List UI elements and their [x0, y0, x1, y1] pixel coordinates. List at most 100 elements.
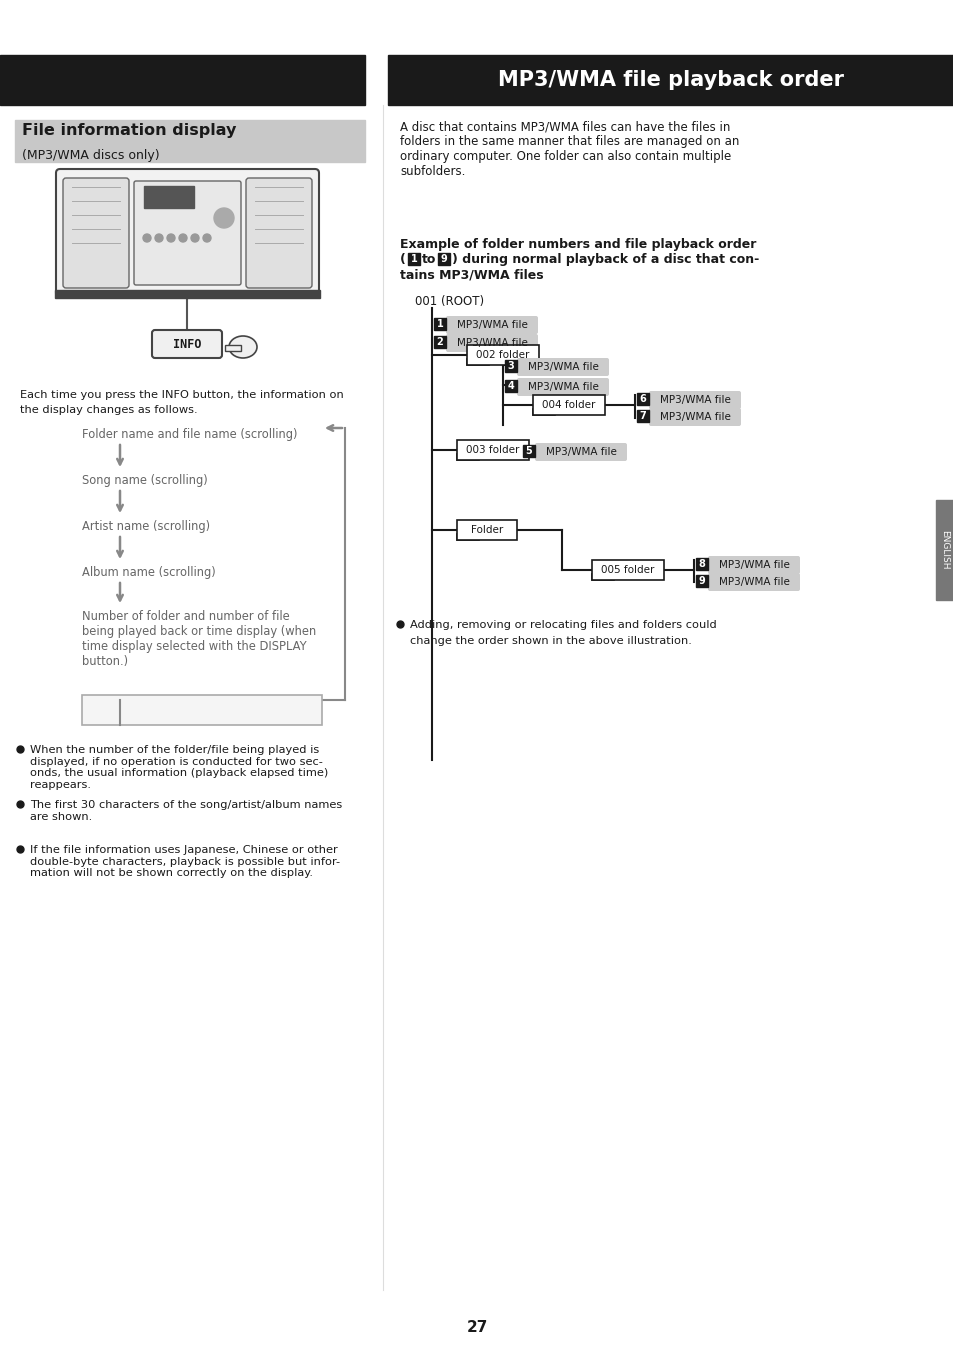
- Bar: [388, 55, 953, 105]
- Text: the display changes as follows.: the display changes as follows.: [20, 404, 197, 415]
- Text: The first 30 characters of the song/artist/album names
are shown.: The first 30 characters of the song/arti…: [30, 799, 342, 821]
- Text: 3: 3: [507, 361, 514, 371]
- Text: change the order shown in the above illustration.: change the order shown in the above illu…: [410, 636, 691, 646]
- Text: 1: 1: [436, 319, 443, 329]
- FancyBboxPatch shape: [535, 443, 626, 461]
- Text: (: (: [399, 253, 405, 266]
- FancyBboxPatch shape: [446, 315, 537, 334]
- FancyBboxPatch shape: [63, 178, 129, 288]
- Text: 005 folder: 005 folder: [600, 565, 654, 576]
- Bar: [592, 559, 663, 580]
- Text: 27: 27: [466, 1321, 487, 1336]
- Text: to: to: [421, 253, 436, 266]
- Bar: [696, 576, 707, 586]
- Text: (MP3/WMA discs only): (MP3/WMA discs only): [22, 148, 159, 162]
- Text: MP3/WMA file: MP3/WMA file: [659, 395, 730, 404]
- Bar: [533, 395, 604, 415]
- Bar: [437, 253, 450, 266]
- Text: File information display: File information display: [22, 123, 236, 137]
- FancyBboxPatch shape: [707, 573, 800, 590]
- Bar: [15, 120, 365, 162]
- Bar: [533, 408, 555, 415]
- Text: subfolders.: subfolders.: [399, 164, 465, 178]
- Text: Folder name and file name (scrolling): Folder name and file name (scrolling): [82, 429, 297, 441]
- Text: 003 folder: 003 folder: [466, 445, 519, 456]
- Text: MP3/WMA file: MP3/WMA file: [527, 363, 598, 372]
- Text: 9: 9: [440, 253, 447, 264]
- Text: 4: 4: [507, 381, 514, 391]
- Text: Artist name (scrolling): Artist name (scrolling): [82, 520, 210, 532]
- Text: MP3/WMA file: MP3/WMA file: [545, 448, 616, 457]
- Text: If the file information uses Japanese, Chinese or other
double-byte characters, : If the file information uses Japanese, C…: [30, 845, 340, 878]
- Bar: [434, 336, 446, 348]
- Polygon shape: [225, 345, 241, 350]
- Bar: [522, 445, 535, 457]
- Text: folders in the same manner that files are managed on an: folders in the same manner that files ar…: [399, 135, 739, 148]
- Text: Number of folder and number of file
being played back or time display (when
time: Number of folder and number of file bein…: [82, 611, 315, 669]
- FancyBboxPatch shape: [517, 377, 608, 396]
- Text: Example of folder numbers and file playback order: Example of folder numbers and file playb…: [399, 239, 756, 251]
- Text: 001 (ROOT): 001 (ROOT): [415, 295, 483, 307]
- FancyBboxPatch shape: [133, 181, 241, 284]
- Bar: [467, 359, 489, 365]
- Text: 1: 1: [410, 253, 416, 264]
- Circle shape: [213, 208, 233, 228]
- Text: INFO: INFO: [172, 337, 201, 350]
- Text: tains MP3/WMA files: tains MP3/WMA files: [399, 268, 543, 280]
- Bar: [82, 696, 322, 725]
- Text: MP3/WMA file: MP3/WMA file: [718, 559, 789, 570]
- Bar: [696, 558, 707, 570]
- Bar: [456, 439, 529, 460]
- FancyBboxPatch shape: [648, 408, 740, 426]
- Text: 5: 5: [525, 446, 532, 456]
- Text: 8: 8: [698, 559, 704, 569]
- FancyBboxPatch shape: [446, 334, 537, 352]
- Circle shape: [154, 235, 163, 243]
- Circle shape: [167, 235, 174, 243]
- Bar: [408, 253, 419, 266]
- Bar: [456, 454, 478, 460]
- Text: MP3/WMA file: MP3/WMA file: [456, 338, 527, 348]
- Text: 7: 7: [639, 411, 646, 421]
- Text: MP3/WMA file playback order: MP3/WMA file playback order: [497, 70, 843, 90]
- Circle shape: [203, 235, 211, 243]
- Ellipse shape: [229, 336, 256, 359]
- Text: ) during normal playback of a disc that con-: ) during normal playback of a disc that …: [452, 253, 759, 266]
- Text: MP3/WMA file: MP3/WMA file: [456, 319, 527, 330]
- Text: Each time you press the INFO button, the information on: Each time you press the INFO button, the…: [20, 390, 343, 400]
- Text: MP3/WMA file: MP3/WMA file: [718, 577, 789, 586]
- FancyBboxPatch shape: [246, 178, 312, 288]
- Text: 6: 6: [639, 394, 646, 404]
- Bar: [504, 360, 517, 372]
- Bar: [434, 318, 446, 330]
- Text: MP3/WMA file: MP3/WMA file: [659, 412, 730, 422]
- Text: ENGLISH: ENGLISH: [940, 530, 948, 570]
- Bar: [0, 55, 365, 105]
- FancyBboxPatch shape: [648, 391, 740, 408]
- Bar: [935, 500, 953, 600]
- Text: Adding, removing or relocating files and folders could: Adding, removing or relocating files and…: [410, 620, 716, 630]
- Circle shape: [179, 235, 187, 243]
- Bar: [637, 410, 648, 422]
- Text: Song name (scrolling): Song name (scrolling): [82, 474, 208, 487]
- Text: 002 folder: 002 folder: [476, 350, 529, 360]
- Text: 004 folder: 004 folder: [541, 400, 595, 410]
- Bar: [55, 290, 319, 298]
- Text: A disc that contains MP3/WMA files can have the files in: A disc that contains MP3/WMA files can h…: [399, 120, 730, 133]
- Bar: [144, 186, 193, 208]
- Circle shape: [191, 235, 199, 243]
- FancyBboxPatch shape: [517, 359, 608, 376]
- Text: ordinary computer. One folder can also contain multiple: ordinary computer. One folder can also c…: [399, 150, 731, 163]
- Bar: [467, 345, 538, 365]
- Text: Album name (scrolling): Album name (scrolling): [82, 566, 215, 580]
- Bar: [592, 574, 614, 580]
- Bar: [637, 394, 648, 404]
- FancyBboxPatch shape: [152, 330, 222, 359]
- Text: When the number of the folder/file being played is
displayed, if no operation is: When the number of the folder/file being…: [30, 745, 328, 790]
- Text: 9: 9: [698, 576, 704, 586]
- Text: 2: 2: [436, 337, 443, 346]
- FancyBboxPatch shape: [707, 555, 800, 574]
- Bar: [456, 520, 517, 541]
- Bar: [504, 380, 517, 392]
- Text: Folder: Folder: [471, 524, 502, 535]
